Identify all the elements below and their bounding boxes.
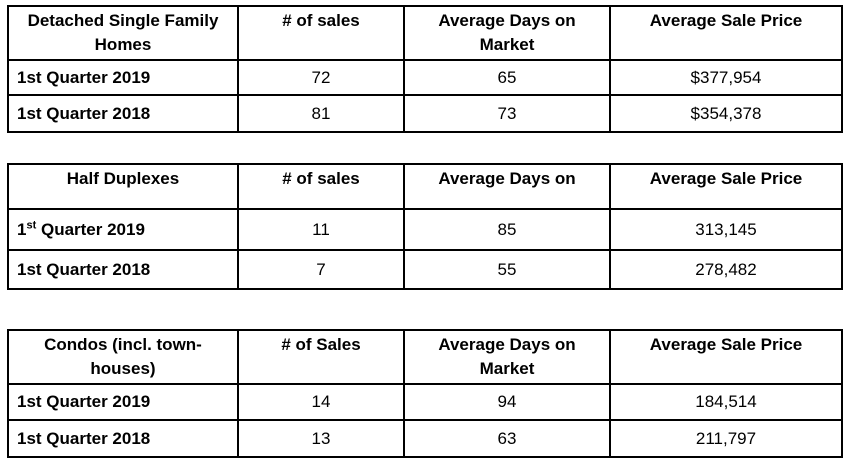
header-cell: Average Days on Market bbox=[403, 5, 611, 61]
label-text: 1st Quarter 2018 bbox=[17, 428, 151, 448]
data-cell: 11 bbox=[237, 208, 405, 251]
header-cell: Condos (incl. town-houses) bbox=[7, 329, 239, 385]
label-text: 1st Quarter 2019 bbox=[17, 392, 151, 411]
header-cell: Average Days on bbox=[403, 163, 611, 210]
data-cell: 184,514 bbox=[609, 383, 843, 421]
header-cell: Average Sale Price bbox=[609, 163, 843, 210]
label-text: 1st Quarter 2019 bbox=[17, 67, 151, 87]
row-label: 1st Quarter 2018 bbox=[7, 94, 239, 133]
data-cell: 63 bbox=[403, 419, 611, 458]
data-row: 1st Quarter 2019 14 94 184,514 bbox=[7, 383, 843, 421]
data-cell: 72 bbox=[237, 59, 405, 96]
label-text: Quarter 2019 bbox=[36, 219, 145, 239]
row-label: 1st Quarter 2019 bbox=[7, 208, 239, 251]
header-row: Detached Single Family Homes # of sales Av… bbox=[7, 5, 843, 61]
label-text: 1st Quarter 2018 bbox=[17, 103, 151, 123]
data-cell: 85 bbox=[403, 208, 611, 251]
row-label: 1st Quarter 2019 bbox=[7, 383, 239, 421]
data-cell: 7 bbox=[237, 249, 405, 290]
data-cell: 73 bbox=[403, 94, 611, 133]
data-row: 1st Quarter 2019 72 65 $377,954 bbox=[7, 59, 843, 96]
data-cell: $354,378 bbox=[609, 94, 843, 133]
data-cell: 13 bbox=[237, 419, 405, 458]
data-cell: 81 bbox=[237, 94, 405, 133]
label-sup: st bbox=[26, 218, 37, 231]
data-row: 1st Quarter 2018 13 63 211,797 bbox=[7, 419, 843, 458]
header-cell: # of Sales bbox=[237, 329, 405, 385]
data-cell: 94 bbox=[403, 383, 611, 421]
data-cell: 14 bbox=[237, 383, 405, 421]
label-text: 1 bbox=[17, 219, 27, 239]
data-cell: $377,954 bbox=[609, 59, 843, 96]
data-cell: 313,145 bbox=[609, 208, 843, 251]
data-cell: 211,797 bbox=[609, 419, 843, 458]
data-table: Condos (incl. town-houses) # of Sales Aver… bbox=[7, 329, 843, 458]
label-text: 1st Quarter 2018 bbox=[17, 259, 151, 279]
header-cell: Half Duplexes bbox=[7, 163, 239, 210]
data-table: Half Duplexes # of sales Average Days on Av… bbox=[7, 163, 843, 290]
data-cell: 65 bbox=[403, 59, 611, 96]
data-row: 1st Quarter 2018 81 73 $354,378 bbox=[7, 94, 843, 133]
data-table: Detached Single Family Homes # of sales Av… bbox=[7, 5, 843, 133]
header-cell: Average Sale Price bbox=[609, 5, 843, 61]
header-cell: # of sales bbox=[237, 163, 405, 210]
header-row: Condos (incl. town-houses) # of Sales Aver… bbox=[7, 329, 843, 385]
data-row: 1st Quarter 2018 7 55 278,482 bbox=[7, 249, 843, 290]
row-label: 1st Quarter 2019 bbox=[7, 59, 239, 96]
row-label: 1st Quarter 2018 bbox=[7, 249, 239, 290]
row-label: 1st Quarter 2018 bbox=[7, 419, 239, 458]
data-row: 1st Quarter 2019 11 85 313,145 bbox=[7, 208, 843, 251]
header-cell: Detached Single Family Homes bbox=[7, 5, 239, 61]
header-row: Half Duplexes # of sales Average Days on Av… bbox=[7, 163, 843, 210]
data-cell: 278,482 bbox=[609, 249, 843, 290]
header-cell: Average Days on Market bbox=[403, 329, 611, 385]
header-cell: Average Sale Price bbox=[609, 329, 843, 385]
data-cell: 55 bbox=[403, 249, 611, 290]
header-cell: # of sales bbox=[237, 5, 405, 61]
